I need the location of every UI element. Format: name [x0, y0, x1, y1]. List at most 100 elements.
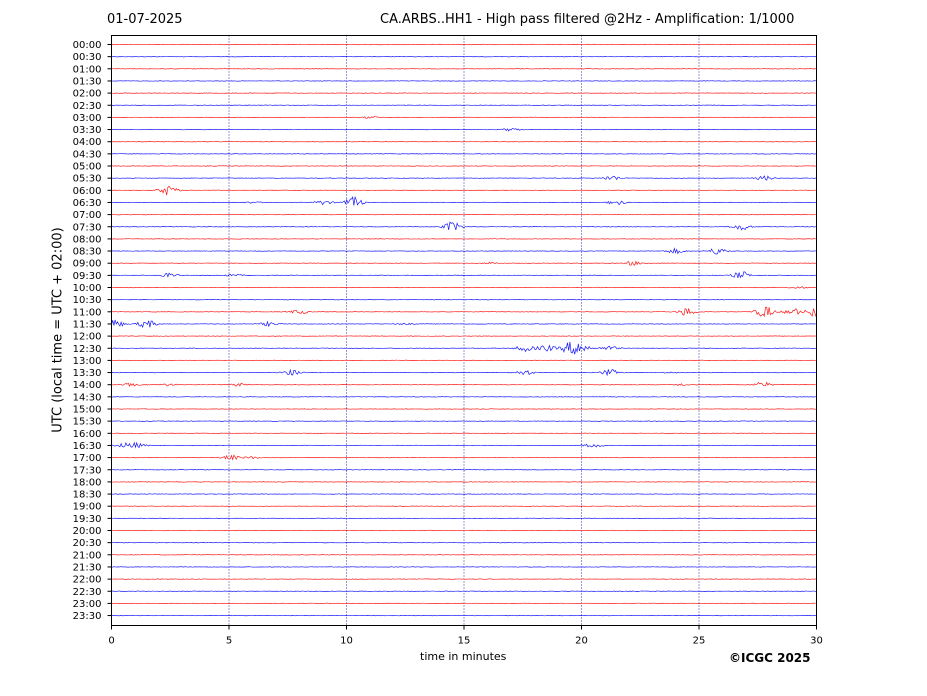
trace-18:30	[111, 493, 816, 495]
y-tick-label: 20:30	[73, 538, 102, 549]
trace-10:30	[111, 299, 817, 301]
y-tick-label: 19:30	[73, 514, 102, 525]
y-tick-label: 14:00	[73, 380, 102, 391]
y-tick-label: 09:00	[73, 259, 102, 270]
y-tick-label: 06:00	[73, 186, 102, 197]
trace-04:30	[111, 153, 816, 155]
y-tick-label: 22:30	[73, 587, 102, 598]
trace-22:00	[111, 578, 817, 580]
y-tick-label: 01:30	[73, 76, 102, 87]
trace-10:00	[111, 286, 817, 289]
trace-23:00	[111, 602, 816, 605]
y-tick-label: 10:30	[73, 295, 102, 306]
trace-05:30	[111, 175, 817, 181]
x-tick-label: 30	[810, 636, 823, 647]
trace-15:00	[111, 408, 816, 410]
y-tick-label: 01:00	[73, 64, 102, 75]
x-tick-label: 20	[575, 636, 588, 647]
x-tick-label: 0	[108, 636, 114, 647]
trace-16:00	[111, 432, 816, 434]
y-tick-label: 21:30	[73, 562, 102, 573]
trace-00:00	[111, 43, 816, 46]
trace-08:30	[111, 247, 816, 255]
trace-06:30	[111, 196, 816, 206]
trace-02:00	[111, 92, 816, 94]
trace-12:30	[111, 341, 816, 355]
trace-14:00	[111, 381, 816, 387]
trace-17:00	[111, 454, 816, 461]
y-tick-label: 16:30	[73, 441, 102, 452]
y-tick-label: 09:30	[73, 271, 102, 282]
y-tick-label: 17:00	[73, 453, 102, 464]
trace-23:30	[111, 614, 816, 617]
x-tick-label: 5	[226, 636, 232, 647]
y-tick-label: 13:00	[73, 356, 102, 367]
trace-15:30	[111, 420, 816, 422]
y-tick-label: 00:30	[73, 52, 102, 63]
y-tick-label: 10:00	[73, 283, 102, 294]
y-tick-label: 03:30	[73, 125, 102, 136]
trace-05:00	[111, 165, 816, 167]
trace-20:30	[111, 542, 816, 544]
trace-04:00	[111, 141, 816, 143]
x-axis-label: time in minutes	[420, 650, 507, 663]
y-tick-label: 00:00	[73, 40, 102, 51]
trace-14:30	[111, 396, 816, 398]
y-tick-label: 17:30	[73, 465, 102, 476]
y-tick-label: 05:30	[73, 174, 102, 185]
y-tick-label: 15:30	[73, 417, 102, 428]
date-label: 01-07-2025	[107, 12, 183, 27]
trace-21:30	[111, 566, 816, 568]
trace-09:00	[111, 260, 816, 266]
trace-09:30	[111, 271, 816, 279]
seismic-traces	[111, 43, 817, 617]
y-tick-label: 08:00	[73, 234, 102, 245]
y-tick-label: 22:00	[73, 575, 102, 586]
trace-00:30	[111, 56, 816, 58]
y-tick-label: 12:30	[73, 344, 102, 355]
y-tick-label: 08:30	[73, 247, 102, 258]
y-tick-label: 06:30	[73, 198, 102, 209]
y-tick-label: 21:00	[73, 550, 102, 561]
y-tick-label: 12:00	[73, 332, 102, 343]
y-tick-label: 11:00	[73, 307, 102, 318]
trace-08:00	[111, 238, 816, 240]
chart-title: CA.ARBS..HH1 - High pass filtered @2Hz -…	[380, 12, 795, 27]
trace-22:30	[111, 590, 816, 592]
y-tick-label: 07:30	[73, 222, 102, 233]
x-tick-label: 25	[693, 636, 706, 647]
y-tick-label: 02:30	[73, 101, 102, 112]
trace-07:30	[111, 221, 817, 231]
trace-16:30	[111, 441, 816, 449]
trace-21:00	[111, 554, 816, 556]
copyright-label: ©ICGC 2025	[729, 651, 811, 665]
trace-19:00	[111, 505, 816, 507]
y-tick-label: 18:00	[73, 477, 102, 488]
x-axis-ticks: 0 5 10 15 20 25 30	[108, 625, 823, 647]
trace-17:30	[111, 469, 816, 471]
trace-03:30	[111, 128, 816, 132]
y-tick-label: 16:00	[73, 429, 102, 440]
x-tick-label: 15	[458, 636, 471, 647]
y-tick-label: 04:00	[73, 137, 102, 148]
y-tick-label: 23:00	[73, 599, 102, 610]
y-tick-label: 05:00	[73, 162, 102, 173]
trace-06:00	[111, 185, 816, 196]
trace-11:30	[111, 319, 816, 329]
y-tick-label: 13:30	[73, 368, 102, 379]
y-tick-label: 19:00	[73, 502, 102, 513]
trace-03:00	[111, 116, 816, 119]
trace-19:30	[111, 517, 817, 519]
y-tick-label: 04:30	[73, 149, 102, 160]
trace-01:30	[111, 80, 816, 82]
trace-12:00	[111, 335, 816, 337]
vertical-gridlines	[228, 35, 700, 626]
y-tick-label: 02:00	[73, 89, 102, 100]
trace-11:00	[111, 306, 817, 318]
trace-02:30	[111, 104, 816, 106]
x-tick-label: 10	[340, 636, 353, 647]
y-tick-label: 11:30	[73, 319, 102, 330]
y-axis-label: UTC (local time = UTC + 02:00)	[50, 227, 66, 433]
